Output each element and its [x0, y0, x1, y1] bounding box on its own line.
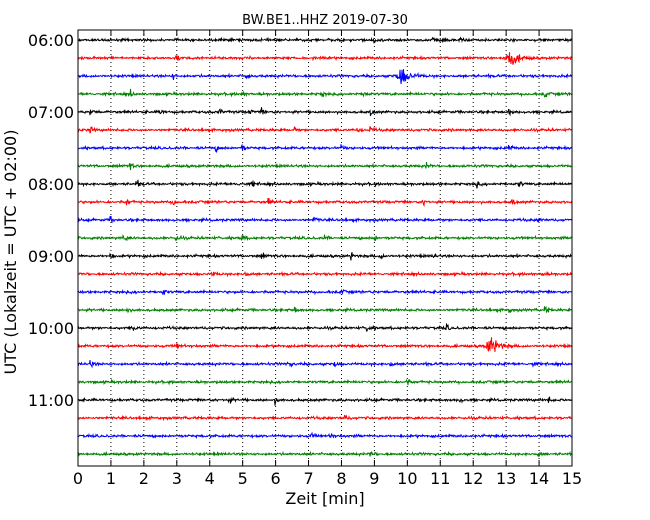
trace-line [77, 378, 573, 386]
trace-line [77, 252, 573, 261]
y-tick-label: 07:00 [28, 103, 74, 122]
y-tick-label: 06:00 [28, 31, 74, 50]
trace-line [77, 36, 573, 44]
y-tick-label: 11:00 [28, 391, 74, 410]
trace-line [77, 288, 572, 296]
x-tick-label: 11 [430, 469, 450, 488]
trace-line [77, 52, 573, 65]
trace-line [78, 88, 573, 98]
x-tick-label: 9 [369, 469, 379, 488]
trace-line [77, 270, 573, 278]
x-tick-label: 14 [529, 469, 549, 488]
x-tick-label: 13 [496, 469, 516, 488]
x-tick-label: 1 [106, 469, 116, 488]
trace-line [77, 414, 573, 422]
x-tick-label: 12 [463, 469, 483, 488]
x-tick-label: 7 [303, 469, 313, 488]
chart-title: BW.BE1..HHZ 2019-07-30 [242, 13, 408, 28]
y-tick-label: 10:00 [28, 319, 74, 338]
y-tick-label: 08:00 [28, 175, 74, 194]
trace-line [77, 360, 573, 369]
vertical-gridlines [110, 30, 540, 466]
x-tick-label: 15 [562, 469, 582, 488]
plot-frame [77, 29, 573, 467]
trace-line [77, 337, 573, 352]
x-tick-label: 4 [205, 469, 215, 488]
trace-line [77, 107, 573, 117]
x-tick-label: 5 [238, 469, 248, 488]
y-tick-label: 09:00 [28, 247, 74, 266]
trace-line [77, 69, 573, 84]
trace-line [77, 305, 573, 314]
x-tick-label: 6 [271, 469, 281, 488]
trace-line [77, 143, 573, 153]
trace-line [78, 431, 573, 440]
trace-line [77, 233, 573, 242]
trace-line [77, 216, 573, 224]
trace-line [77, 126, 573, 134]
x-tick-label: 8 [336, 469, 346, 488]
trace-line [77, 198, 573, 207]
x-tick-label: 10 [397, 469, 417, 488]
x-tick-label: 3 [172, 469, 182, 488]
trace-line [77, 162, 573, 171]
trace-line [77, 323, 573, 332]
y-axis-label: UTC (Lokalzeit = UTC + 02:00) [1, 130, 20, 375]
x-axis-label: Zeit [min] [285, 489, 364, 508]
trace-line [77, 396, 573, 406]
y-axis-ticks: 06:00 07:00 08:00 09:00 10:00 11:00 [28, 31, 572, 410]
seismogram-traces [77, 36, 573, 458]
trace-line [77, 450, 573, 458]
x-tick-label: 2 [139, 469, 149, 488]
x-axis-ticks: 0 1 2 3 4 5 6 7 8 9 10 11 12 13 14 15 [73, 30, 582, 488]
trace-line [77, 179, 573, 189]
x-tick-label: 0 [73, 469, 83, 488]
